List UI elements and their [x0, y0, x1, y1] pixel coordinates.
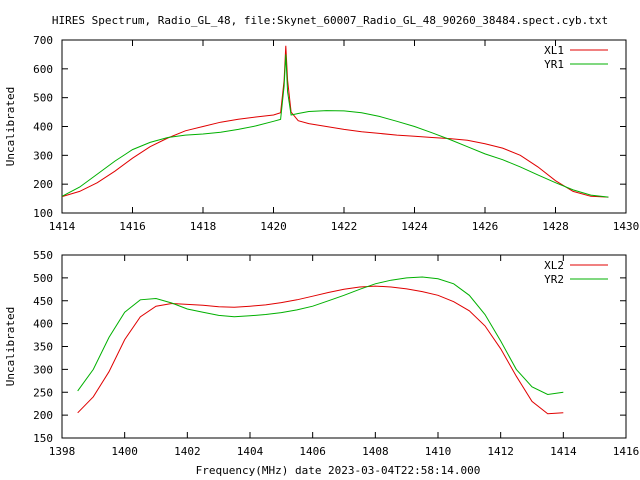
x-axis-label: Frequency(MHz) date 2023-03-04T22:58:14.…: [196, 464, 481, 477]
x-tick-label: 1416: [119, 220, 146, 233]
x-tick-label: 1414: [49, 220, 76, 233]
series-line-yr1: [61, 54, 609, 198]
y-tick-label: 500: [33, 272, 53, 285]
y-tick-label: 600: [33, 63, 53, 76]
x-tick-label: 1398: [49, 445, 76, 458]
plot-frame: [61, 39, 627, 214]
x-tick-label: 1410: [425, 445, 452, 458]
x-tick-label: 1426: [472, 220, 499, 233]
y-axis-label: Uncalibrated: [4, 307, 17, 386]
legend-label-xl1: XL1: [544, 44, 564, 57]
y-tick-label: 400: [33, 318, 53, 331]
y-tick-label: 200: [33, 409, 53, 422]
y-tick-label: 400: [33, 121, 53, 134]
series-line-xl2: [77, 285, 564, 415]
y-axis-label: Uncalibrated: [4, 87, 17, 166]
y-tick-label: 300: [33, 149, 53, 162]
series-line-xl1: [61, 45, 609, 198]
x-tick-label: 1418: [190, 220, 217, 233]
x-tick-label: 1400: [111, 445, 138, 458]
x-tick-label: 1428: [542, 220, 569, 233]
legend-label-xl2: XL2: [544, 259, 564, 272]
x-tick-label: 1420: [260, 220, 287, 233]
y-tick-label: 450: [33, 295, 53, 308]
x-tick-label: 1412: [487, 445, 514, 458]
x-tick-label: 1406: [299, 445, 326, 458]
legend-label-yr2: YR2: [544, 273, 564, 286]
y-tick-label: 100: [33, 207, 53, 220]
y-tick-label: 500: [33, 92, 53, 105]
y-tick-label: 700: [33, 34, 53, 47]
x-tick-label: 1416: [613, 445, 640, 458]
y-tick-label: 300: [33, 363, 53, 376]
figure-title: HIRES Spectrum, Radio_GL_48, file:Skynet…: [52, 14, 608, 27]
x-tick-label: 1422: [331, 220, 358, 233]
x-tick-label: 1402: [174, 445, 201, 458]
bottom-spectrum-plot: 1398 1400 1402 1404 1406 1408 1410 1412 1414 1416…: [4, 249, 639, 458]
x-tick-label: 1404: [237, 445, 264, 458]
x-tick-label: 1414: [550, 445, 577, 458]
y-tick-label: 250: [33, 386, 53, 399]
plot-frame: [61, 254, 627, 439]
x-tick-label: 1408: [362, 445, 389, 458]
legend-label-yr1: YR1: [544, 58, 564, 71]
y-tick-label: 550: [33, 249, 53, 262]
series-line-yr2: [77, 276, 564, 396]
top-spectrum-plot: 1414 1416 1418 1420 1422 1424 1426 1428 1430 100 2…: [4, 34, 639, 233]
x-tick-label: 1430: [613, 220, 640, 233]
x-tick-label: 1424: [401, 220, 428, 233]
y-tick-label: 150: [33, 432, 53, 445]
y-tick-label: 350: [33, 341, 53, 354]
y-tick-label: 200: [33, 178, 53, 191]
